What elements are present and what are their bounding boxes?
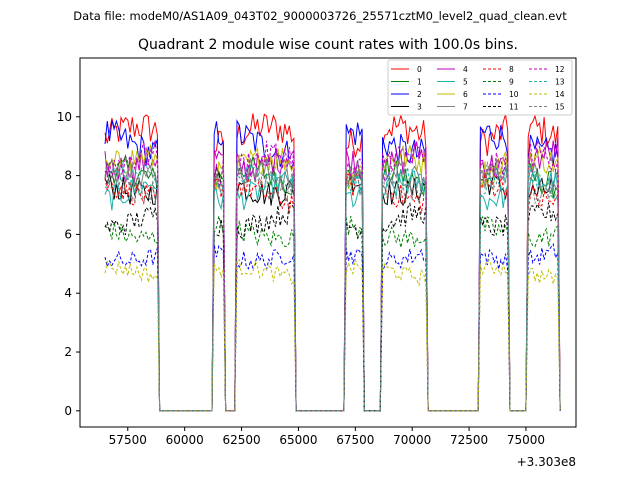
legend-label-4: 4 xyxy=(463,65,468,74)
x-tick-label: 72500 xyxy=(450,433,488,447)
y-axis: 0 2 4 6 8 10 xyxy=(57,110,80,418)
x-tick-label: 62500 xyxy=(222,433,260,447)
y-tick-label: 10 xyxy=(57,110,72,124)
legend-label-0: 0 xyxy=(417,65,422,74)
series-layer xyxy=(104,113,561,412)
y-tick-label: 8 xyxy=(64,169,72,183)
legend-label-8: 8 xyxy=(509,65,514,74)
legend-label-9: 9 xyxy=(509,78,514,87)
y-tick-label: 2 xyxy=(64,345,72,359)
plot-frame xyxy=(79,57,577,428)
y-tick-label: 4 xyxy=(64,286,72,300)
legend-label-14: 14 xyxy=(555,90,565,99)
x-tick-label: 70000 xyxy=(393,433,431,447)
legend-label-2: 2 xyxy=(417,90,422,99)
legend-label-13: 13 xyxy=(555,78,565,87)
plot-area xyxy=(80,58,576,427)
x-offset-label: +3.303e8 xyxy=(517,455,576,469)
chart-title: Quadrant 2 module wise count rates with … xyxy=(138,37,518,53)
legend-label-11: 11 xyxy=(509,103,519,112)
legend-label-12: 12 xyxy=(555,65,565,74)
x-axis: 57500 60000 62500 65000 67500 70000 72500 75000 xyxy=(109,427,545,447)
x-tick-label: 67500 xyxy=(336,433,374,447)
series-line-15 xyxy=(104,161,561,412)
legend-label-5: 5 xyxy=(463,78,468,87)
legend-frame xyxy=(387,59,573,116)
x-tick-label: 57500 xyxy=(109,433,147,447)
x-tick-label: 75000 xyxy=(507,433,545,447)
chart-suptitle: Data file: modeM0/AS1A09_043T02_90000037… xyxy=(73,9,567,23)
y-tick-label: 6 xyxy=(64,227,72,241)
legend-label-6: 6 xyxy=(463,90,468,99)
legend-label-10: 10 xyxy=(509,90,519,99)
x-tick-label: 60000 xyxy=(166,433,204,447)
x-tick-label: 65000 xyxy=(279,433,317,447)
legend-label-3: 3 xyxy=(417,103,422,112)
legend-label-1: 1 xyxy=(417,78,422,87)
y-tick-label: 0 xyxy=(64,404,72,418)
legend-label-7: 7 xyxy=(463,103,468,112)
legend-label-15: 15 xyxy=(555,103,565,112)
